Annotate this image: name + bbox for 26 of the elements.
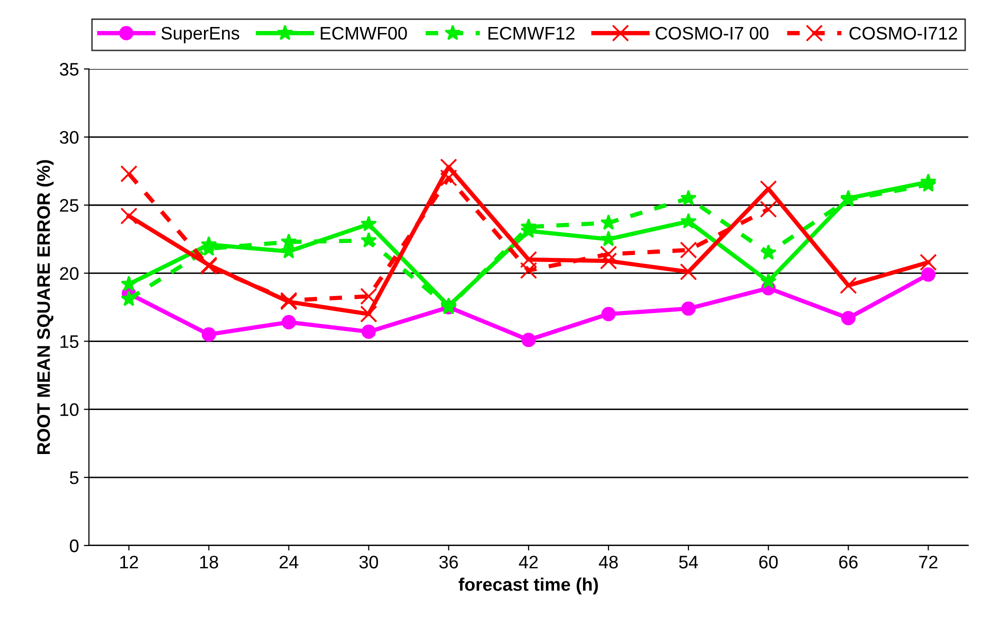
y-tick-label: 5 bbox=[70, 472, 78, 484]
x-tick-label: 36 bbox=[439, 556, 458, 568]
x-tick-label: 48 bbox=[598, 556, 618, 568]
x-tick-label: 60 bbox=[759, 556, 778, 568]
y-tick-label: 20 bbox=[60, 267, 78, 280]
x-tick-label: 42 bbox=[518, 556, 538, 568]
legend-label: ECMWF00 bbox=[320, 26, 407, 40]
legend-label: ECMWF12 bbox=[488, 26, 574, 40]
legend-label: SuperEns bbox=[161, 26, 240, 44]
x-tick-label: 18 bbox=[200, 556, 218, 568]
x-tick-label: 30 bbox=[359, 556, 378, 568]
y-tick-label: 10 bbox=[60, 403, 78, 416]
x-tick-label: 54 bbox=[679, 556, 698, 568]
y-tick-label: 15 bbox=[60, 335, 78, 348]
y-tick-label: 25 bbox=[60, 199, 78, 212]
x-tick-label: 72 bbox=[919, 556, 938, 568]
legend-label: COSMO-I712 bbox=[850, 26, 958, 40]
y-tick-label: 35 bbox=[60, 62, 78, 76]
x-tick-label: 12 bbox=[120, 556, 138, 568]
y-tick-label: 30 bbox=[60, 130, 78, 144]
y-axis-title: ROOT MEAN SQUARE ERROR (%) bbox=[36, 160, 54, 454]
x-axis-title: forecast time (h) bbox=[458, 578, 598, 594]
legend-label: COSMO-I7 00 bbox=[656, 26, 768, 40]
x-tick-label: 66 bbox=[839, 556, 858, 568]
x-tick-label: 24 bbox=[280, 556, 298, 568]
y-tick-label: 0 bbox=[70, 539, 78, 552]
